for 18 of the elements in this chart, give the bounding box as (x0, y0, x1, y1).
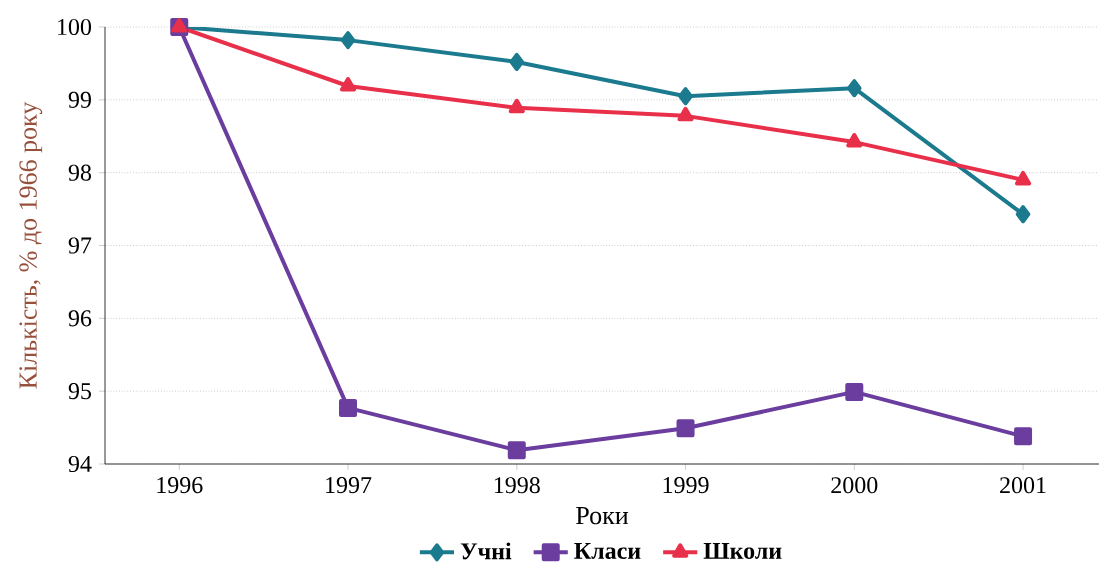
legend-label: Учні (460, 542, 512, 560)
y-tick-label: 100 (58, 18, 92, 36)
legend-label: Класи (574, 542, 641, 559)
x-tick-label: 1999 (663, 477, 709, 494)
x-tick-label: 1996 (157, 477, 203, 494)
x-axis-title: Роки (576, 506, 629, 525)
y-tick-label: 96 (68, 310, 92, 327)
x-tick-label: 2000 (831, 477, 878, 494)
y-tick-label: 98 (68, 164, 92, 181)
x-tick-label: 1997 (326, 477, 372, 494)
y-tick-label: 99 (68, 91, 91, 108)
y-tick-label: 97 (68, 237, 92, 254)
y-tick-label: 94 (68, 455, 92, 473)
x-tick-label: 2001 (1000, 477, 1046, 494)
legend-label: Школи (703, 542, 782, 559)
y-axis-title: Кількість, % до 1966 року (19, 101, 43, 389)
x-tick-label: 1998 (494, 477, 540, 494)
y-tick-label: 95 (68, 383, 92, 400)
